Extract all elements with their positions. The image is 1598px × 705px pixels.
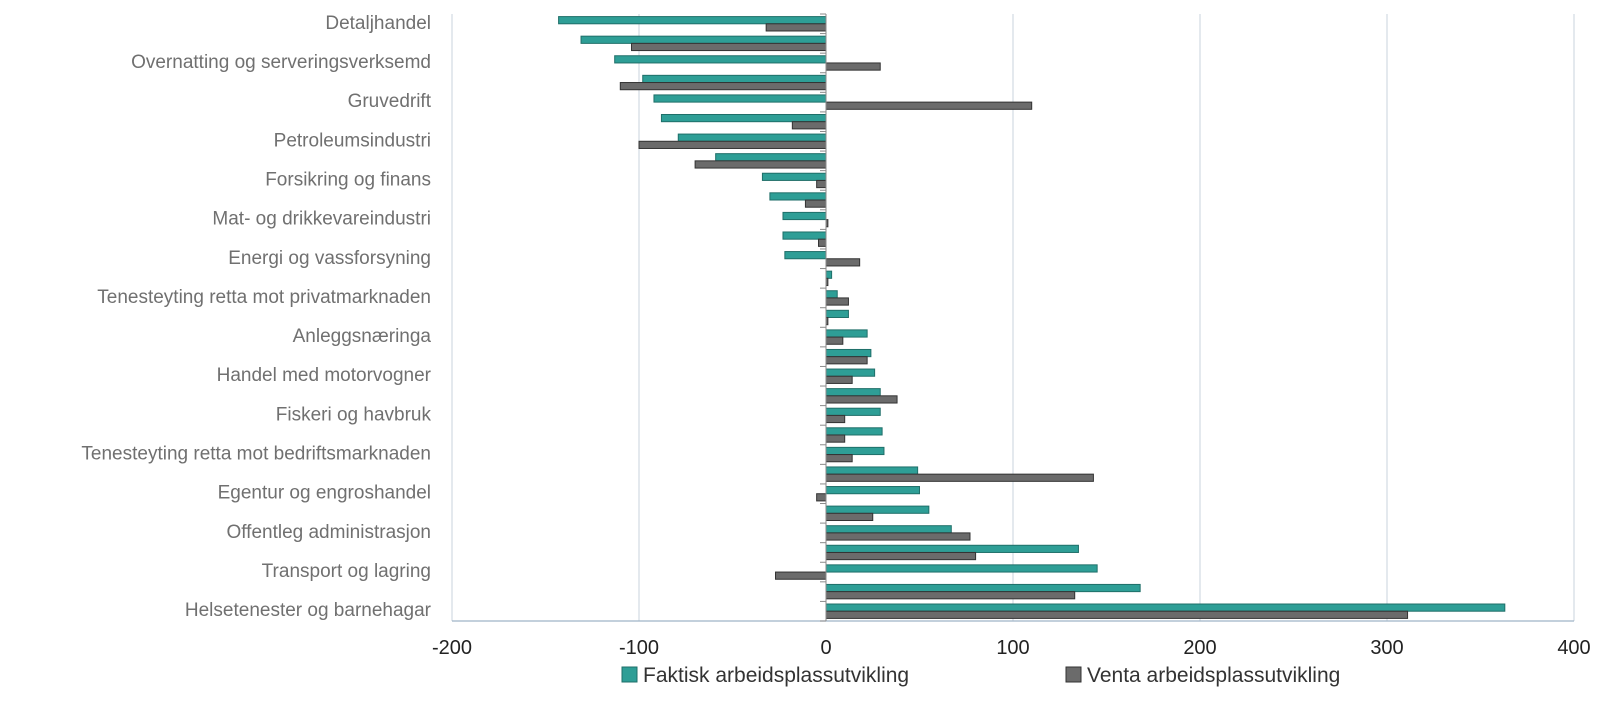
bar-faktisk <box>825 603 1506 612</box>
category-label: Offentleg administrasjon <box>226 522 431 543</box>
bar-venta <box>825 532 971 541</box>
bar-venta <box>816 179 827 189</box>
bar-venta <box>825 101 1033 110</box>
bar-venta <box>825 395 898 404</box>
bar-faktisk <box>653 94 827 103</box>
bar-faktisk <box>825 309 849 318</box>
bar-venta <box>825 356 868 365</box>
bar-venta <box>825 434 846 443</box>
bar-venta <box>825 512 874 522</box>
bar-faktisk <box>825 486 920 495</box>
bar-venta <box>825 375 853 384</box>
bar-venta <box>619 82 827 91</box>
category-label: Gruvedrift <box>348 91 432 112</box>
bar-venta <box>825 336 844 345</box>
x-tick-label: -200 <box>432 637 472 659</box>
bar-faktisk <box>825 388 881 397</box>
bar-faktisk <box>825 348 872 358</box>
bar-faktisk <box>784 251 827 260</box>
bar-faktisk <box>782 231 827 240</box>
category-label: Anleggsnæringa <box>293 326 432 347</box>
bar-venta <box>825 610 1409 619</box>
legend-swatch <box>621 666 638 683</box>
category-label: Fiskeri og havbruk <box>276 404 432 425</box>
bar-venta <box>825 473 1094 482</box>
bar-venta <box>804 199 827 208</box>
category-label: Energi og vassforsyning <box>228 248 431 269</box>
bar-faktisk <box>825 290 838 299</box>
bar-venta <box>825 258 861 267</box>
bar-faktisk <box>825 368 876 377</box>
bar-faktisk <box>825 583 1141 593</box>
legend[interactable]: Faktisk arbeidsplassutvikling Venta arbei… <box>621 664 1340 687</box>
category-label: Forsikring og finans <box>265 169 431 190</box>
category-label: Overnatting og serveringsverksemd <box>131 52 431 73</box>
x-tick-label: 100 <box>996 637 1029 659</box>
category-label: Detaljhandel <box>325 13 431 34</box>
category-label: Transport og lagring <box>262 561 431 582</box>
category-label: Helsetenester og barnehagar <box>185 600 432 621</box>
bar-faktisk <box>825 525 952 534</box>
legend-label: Faktisk arbeidsplassutvikling <box>643 664 909 687</box>
bar-faktisk <box>769 192 827 201</box>
bar-venta <box>775 571 827 580</box>
bar-faktisk <box>614 55 827 64</box>
bar-venta <box>825 551 977 561</box>
bar-faktisk <box>825 564 1098 573</box>
category-label: Tenesteyting retta mot privatmarknaden <box>97 287 431 308</box>
bar-faktisk <box>825 427 883 436</box>
bar-venta <box>825 454 853 463</box>
gridlines <box>451 14 1575 621</box>
bar-venta <box>825 591 1076 600</box>
bar-faktisk <box>825 466 919 475</box>
bar-venta <box>791 121 827 130</box>
bar-faktisk <box>715 153 827 162</box>
bar-faktisk <box>642 74 827 84</box>
x-tick-label: 300 <box>1370 637 1403 659</box>
bar-faktisk <box>761 172 827 181</box>
legend-label: Venta arbeidsplassutvikling <box>1087 664 1340 687</box>
bar-faktisk <box>660 113 827 123</box>
legend-swatch <box>1065 666 1082 683</box>
bar-faktisk <box>677 133 827 142</box>
bar-faktisk <box>580 35 827 44</box>
bar-venta <box>638 140 827 149</box>
bar-venta <box>825 414 846 424</box>
x-tick-label: -100 <box>619 637 659 659</box>
category-labels: Detaljhandel Overnatting og serveringsver… <box>81 13 431 621</box>
bar-venta <box>825 62 881 71</box>
bar-venta <box>631 42 827 52</box>
bar-faktisk <box>782 211 827 221</box>
bar-faktisk <box>825 505 930 514</box>
bar-faktisk <box>825 329 868 338</box>
category-label: Handel med motorvogner <box>217 365 432 386</box>
bar-venta <box>825 297 849 306</box>
bar-venta <box>765 23 827 32</box>
category-label: Tenesteyting retta mot bedriftsmarknaden <box>81 444 431 465</box>
x-tick-labels: -200 -100 0 100 200 300 400 <box>432 637 1591 659</box>
category-label: Egentur og engroshandel <box>218 483 431 504</box>
bar-venta <box>818 238 827 247</box>
bar-venta <box>816 493 827 502</box>
x-tick-label: 200 <box>1183 637 1216 659</box>
category-label: Petroleumsindustri <box>274 130 431 151</box>
bar-faktisk <box>825 270 833 279</box>
bar-faktisk <box>825 407 881 416</box>
bar-faktisk <box>825 446 885 456</box>
bar-faktisk <box>825 544 1079 553</box>
bar-venta <box>694 160 827 169</box>
axes <box>452 13 1574 622</box>
x-tick-label: 0 <box>820 637 831 659</box>
category-label: Mat- og drikkevareindustri <box>212 209 431 230</box>
bar-faktisk <box>558 16 827 25</box>
x-tick-label: 400 <box>1557 637 1590 659</box>
bars <box>558 16 1506 619</box>
